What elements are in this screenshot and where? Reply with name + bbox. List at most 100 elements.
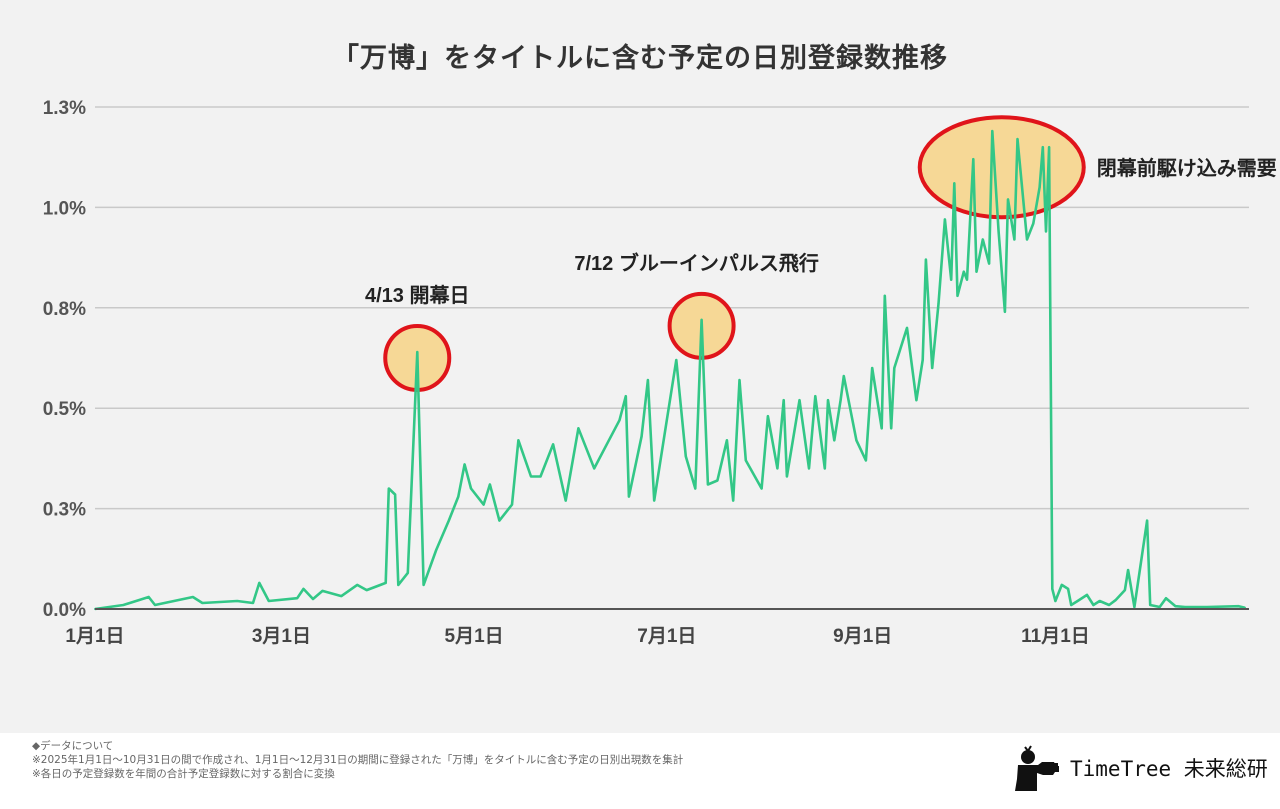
data-point [700, 318, 703, 321]
data-point [258, 581, 261, 584]
data-point [1067, 587, 1070, 590]
y-tick-label: 0.0% [43, 600, 86, 621]
brand-name: TimeTree 未来総研 [1070, 757, 1268, 781]
data-point [1174, 605, 1177, 608]
data-point [618, 419, 621, 422]
data-point [871, 367, 874, 370]
data-point [1038, 186, 1041, 189]
data-point [406, 571, 409, 574]
data-point [1076, 599, 1079, 602]
data-point [1158, 605, 1161, 608]
data-point [640, 435, 643, 438]
data-point [1041, 146, 1044, 149]
data-point [1048, 146, 1051, 149]
data-point [694, 487, 697, 490]
data-point [943, 218, 946, 221]
data-point [627, 495, 630, 498]
data-point [962, 270, 965, 273]
data-point [311, 597, 314, 600]
data-point [488, 483, 491, 486]
data-point [122, 603, 125, 606]
note-line-2: ※各日の予定登録数を年間の合計予定登録数に対する割合に変換 [32, 768, 335, 780]
annotation-label: 4/13 開幕日 [365, 284, 469, 307]
data-point [251, 601, 254, 604]
data-point [511, 503, 514, 506]
data-point [785, 475, 788, 478]
data-point [1108, 603, 1111, 606]
data-point [302, 587, 305, 590]
data-point [991, 130, 994, 133]
data-point [384, 581, 387, 584]
data-point [890, 427, 893, 430]
data-point [201, 601, 204, 604]
data-point [808, 467, 811, 470]
data-point [1237, 605, 1240, 608]
data-point [457, 495, 460, 498]
data-point [1070, 603, 1073, 606]
data-point [463, 463, 466, 466]
data-point [972, 158, 975, 161]
data-point [1016, 138, 1019, 141]
data-point [624, 395, 627, 398]
data-point [921, 359, 924, 362]
data-point [577, 427, 580, 430]
data-point [435, 548, 438, 551]
note-line-1: ※2025年1月1日～10月31日の間で作成され、1月1日～12月31日の期間に… [32, 754, 684, 766]
data-point [665, 419, 668, 422]
data-point [776, 467, 779, 470]
data-point [267, 599, 270, 602]
photographer-silhouette-icon [1015, 745, 1059, 791]
data-point [883, 294, 886, 297]
data-point [864, 459, 867, 462]
data-point [988, 262, 991, 265]
data-point [340, 595, 343, 598]
data-point [1133, 605, 1136, 608]
data-point [760, 487, 763, 490]
data-point [397, 583, 400, 586]
data-point [744, 459, 747, 462]
data-notes: ◆データについて ※2025年1月1日～10月31日の間で作成され、1月1日～1… [32, 739, 683, 781]
data-point [1114, 599, 1117, 602]
data-point [826, 399, 829, 402]
data-point [646, 379, 649, 382]
data-point [675, 359, 678, 362]
data-point [975, 270, 978, 273]
data-point [956, 294, 959, 297]
data-point [529, 475, 532, 478]
data-point [1146, 519, 1149, 522]
data-point [839, 399, 842, 402]
annotation-label: 7/12 ブルーインパルス飛行 [574, 251, 818, 275]
footer: ◆データについて ※2025年1月1日～10月31日の間で作成され、1月1日～1… [0, 733, 1280, 809]
data-point [564, 499, 567, 502]
data-point [855, 439, 858, 442]
annotation-label: 閉幕前駆け込み需要 [1097, 156, 1277, 180]
data-point [905, 326, 908, 329]
chart-title: 「万博」をタイトルに含む予定の日別登録数推移 [332, 43, 948, 74]
data-point [937, 302, 940, 305]
data-point [593, 467, 596, 470]
data-point [552, 443, 555, 446]
x-tick-label: 1月1日 [65, 626, 124, 647]
data-point [931, 367, 934, 370]
y-tick-label: 1.3% [43, 98, 86, 119]
data-point [1007, 198, 1010, 201]
data-point [798, 399, 801, 402]
brand-logo: TimeTree 未来総研 [1010, 743, 1268, 793]
data-point [387, 487, 390, 490]
line-chart: 0.0% 0.3% 0.5% 0.8% 1.0% 1.3% 1月1日 3月1日 5月1日 7月1日… [43, 98, 1277, 647]
data-point [1044, 230, 1047, 233]
data-point [517, 439, 520, 442]
data-point [583, 443, 586, 446]
data-point [766, 415, 769, 418]
data-point [191, 595, 194, 598]
y-tick-label: 0.3% [43, 500, 86, 521]
series-line [94, 129, 1246, 611]
data-point [1127, 569, 1130, 572]
y-tick-label: 0.8% [43, 299, 86, 320]
x-tick-label: 11月1日 [1021, 626, 1090, 647]
data-point [842, 375, 845, 378]
data-point [950, 278, 953, 281]
data-point [1060, 583, 1063, 586]
data-point [1123, 589, 1126, 592]
annotation-ellipse [917, 115, 1086, 220]
